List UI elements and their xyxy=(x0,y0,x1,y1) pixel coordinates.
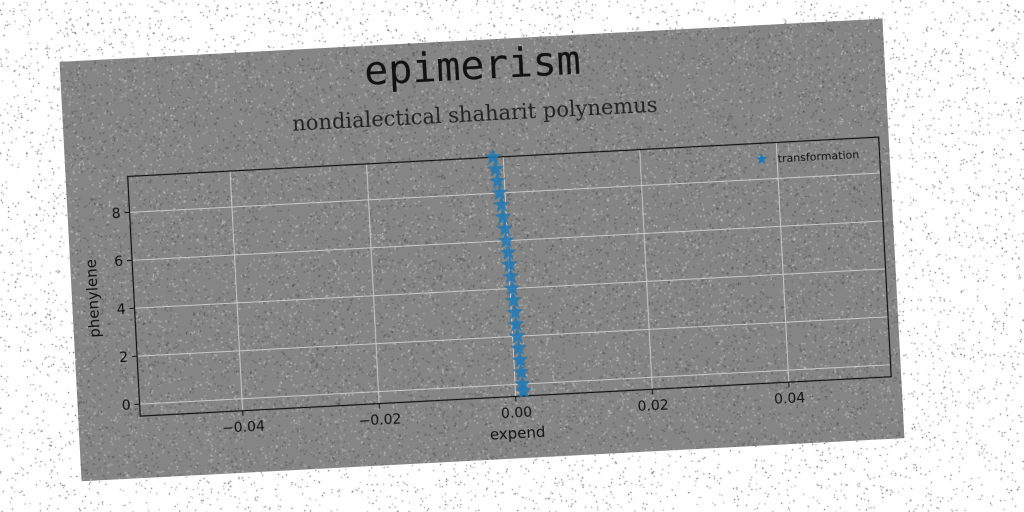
data-point xyxy=(511,351,529,368)
y-tick-label: 0 xyxy=(121,398,131,414)
y-tick-label: 6 xyxy=(114,254,124,270)
x-gridline xyxy=(366,163,380,404)
x-gridline xyxy=(639,149,653,390)
data-point xyxy=(507,315,525,332)
y-gridline xyxy=(129,172,881,213)
data-point xyxy=(484,148,502,165)
data-point xyxy=(490,184,508,201)
data-point xyxy=(500,255,518,273)
legend-marker xyxy=(755,153,768,165)
x-gridline xyxy=(775,142,790,383)
data-point xyxy=(486,160,504,177)
data-point xyxy=(513,375,531,392)
data-point xyxy=(488,172,506,189)
y-tick-label: 2 xyxy=(119,350,129,366)
data-point xyxy=(496,219,514,237)
x-gridline xyxy=(229,171,244,411)
data-point xyxy=(514,382,533,399)
x-tick-label: −0.04 xyxy=(222,419,266,437)
y-gridline xyxy=(139,364,891,405)
x-tick-label: 0.02 xyxy=(637,397,669,415)
data-point xyxy=(512,363,530,380)
x-tick-label: 0.04 xyxy=(774,390,806,408)
data-point xyxy=(508,327,526,344)
y-tick-label: 8 xyxy=(111,206,121,222)
data-point xyxy=(506,303,524,320)
plot-area: −0.04 −0.02 0.00 0.02 0.04 0 2 4 6 8 expend phenyle… xyxy=(82,136,892,444)
legend-label: transformation xyxy=(777,148,859,165)
data-point xyxy=(509,339,528,356)
x-tick-label: −0.02 xyxy=(358,411,402,429)
data-point xyxy=(492,195,510,213)
data-point xyxy=(504,291,522,308)
x-tick-label: 0.00 xyxy=(501,405,533,423)
data-point xyxy=(499,243,517,261)
data-point xyxy=(494,207,512,225)
data-point xyxy=(503,279,521,297)
chart-figure: epimerism nondialectical shaharit polyne… xyxy=(59,18,905,482)
data-point xyxy=(502,267,520,285)
data-point xyxy=(497,231,515,249)
x-axis-label: expend xyxy=(489,423,545,444)
y-axis-label: phenylene xyxy=(82,259,104,339)
y-tick-label: 4 xyxy=(116,302,126,318)
